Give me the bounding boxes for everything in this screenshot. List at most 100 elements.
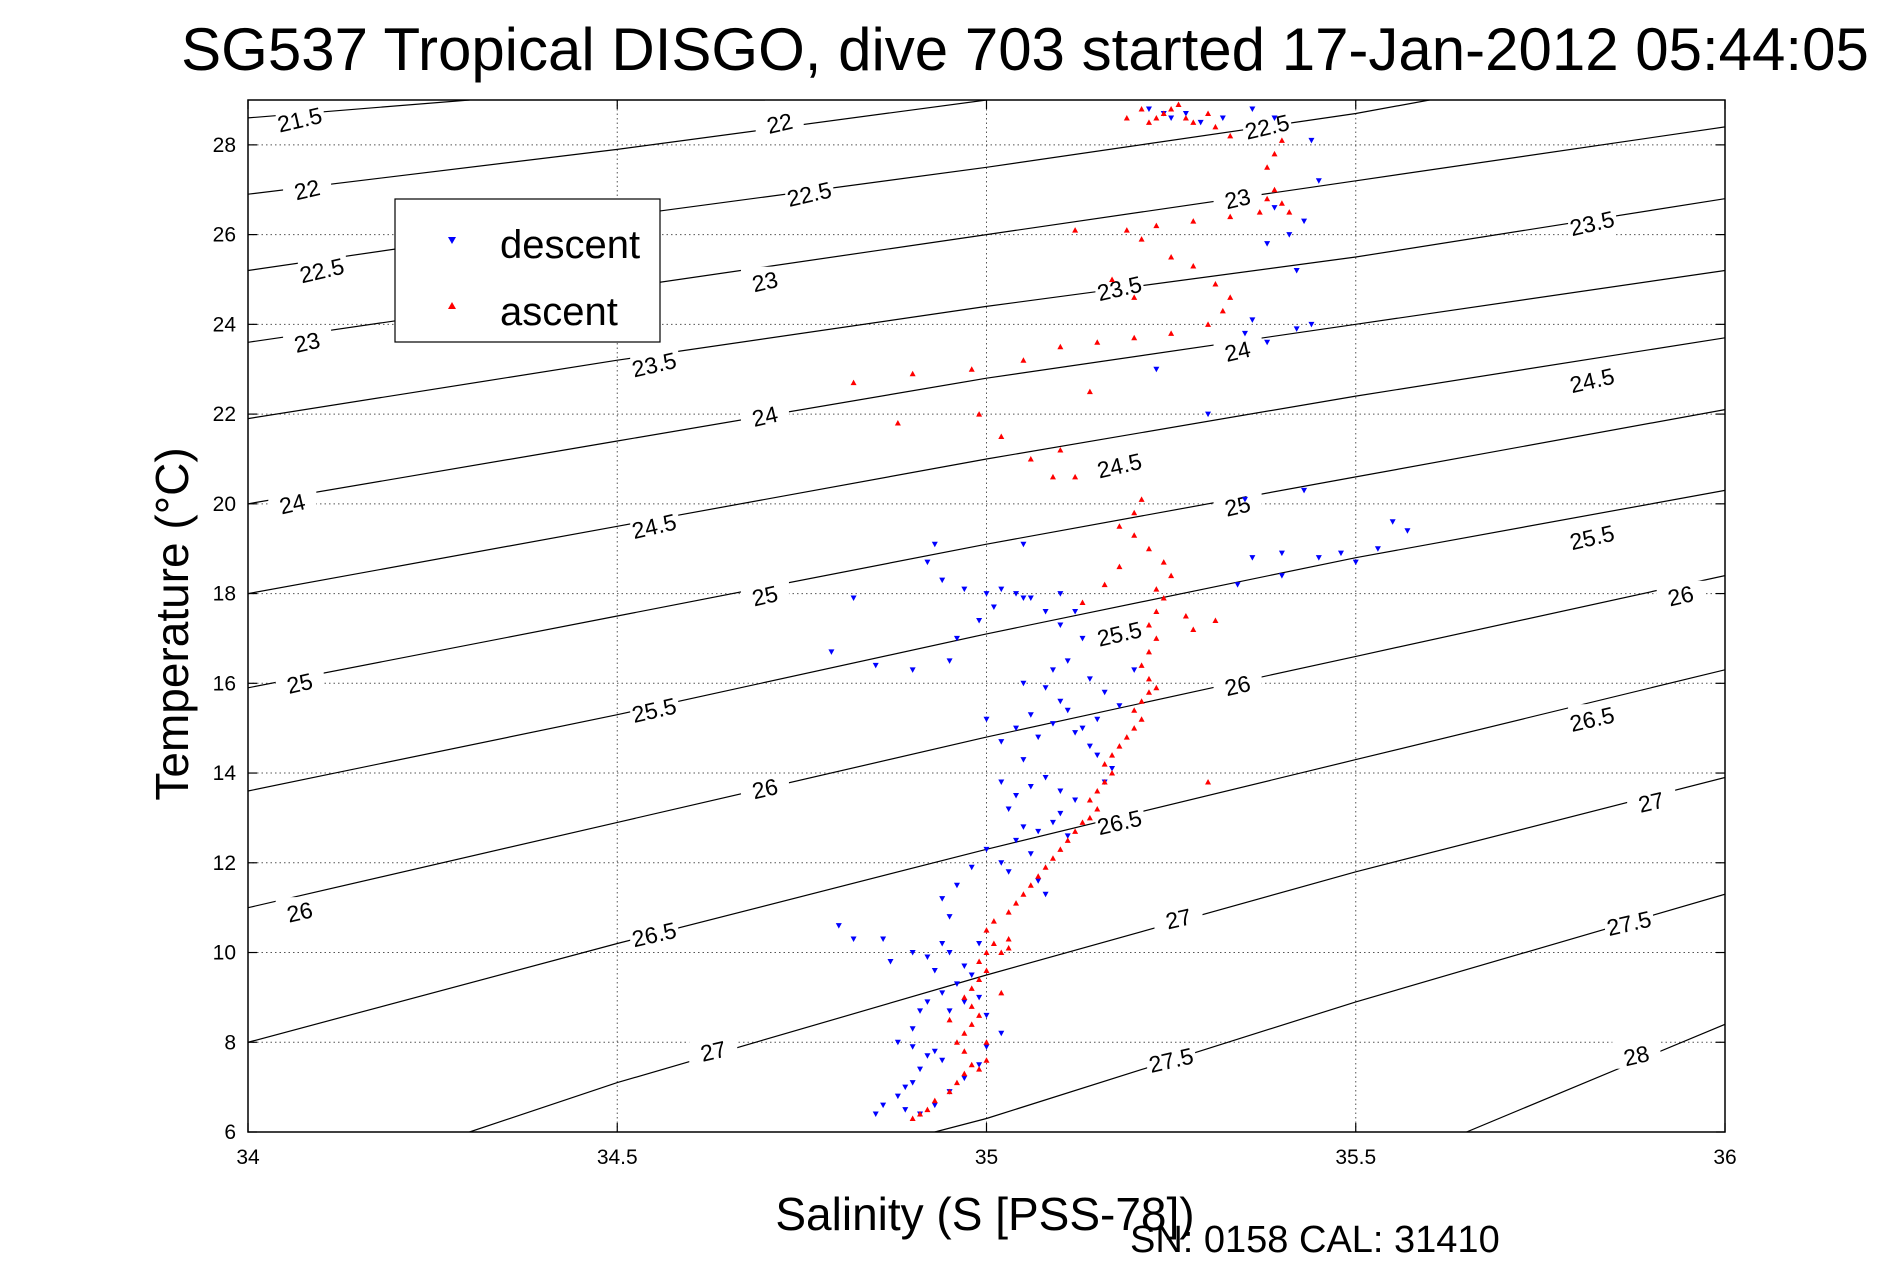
ascent-point bbox=[1205, 110, 1212, 116]
descent-point bbox=[1234, 582, 1241, 588]
descent-point bbox=[1057, 698, 1064, 705]
isopycnal-line bbox=[248, 489, 1725, 792]
ascent-point bbox=[1190, 119, 1197, 125]
y-tick-label: 8 bbox=[224, 1031, 236, 1054]
descent-point bbox=[909, 950, 916, 956]
ascent-point bbox=[924, 1106, 931, 1113]
ascent-point bbox=[1145, 648, 1152, 655]
ascent-point bbox=[1153, 684, 1160, 691]
descent-point bbox=[909, 1026, 916, 1032]
descent-point bbox=[1094, 716, 1101, 723]
descent-point bbox=[961, 999, 968, 1005]
descent-point bbox=[880, 936, 887, 943]
descent-point bbox=[1049, 819, 1056, 826]
ascent-point bbox=[976, 411, 983, 417]
isopycnal-label-bg bbox=[1147, 1045, 1196, 1074]
y-tick-label: 16 bbox=[213, 672, 236, 695]
descent-point bbox=[1308, 137, 1315, 144]
descent-point bbox=[998, 860, 1005, 866]
isopycnal-label: 26 bbox=[1665, 580, 1696, 611]
isopycnal-label-bg bbox=[740, 580, 789, 609]
ascent-point bbox=[1153, 608, 1160, 615]
descent-point bbox=[953, 635, 960, 642]
ascent-point bbox=[1271, 150, 1278, 157]
x-tick-label: 34.5 bbox=[597, 1146, 638, 1169]
ascent-point bbox=[909, 370, 916, 377]
ascent-point bbox=[1278, 200, 1285, 206]
ascent-point bbox=[1079, 819, 1086, 825]
descent-point bbox=[917, 1066, 924, 1073]
descent-point bbox=[909, 1080, 916, 1086]
descent-point bbox=[990, 604, 997, 611]
isopycnal-label-bg bbox=[785, 179, 834, 208]
ascent-point bbox=[1109, 752, 1116, 758]
descent-point bbox=[894, 1093, 901, 1100]
descent-point bbox=[909, 1044, 916, 1050]
isopycnal-label-bg bbox=[1095, 618, 1144, 647]
ascent-point bbox=[1116, 563, 1123, 570]
ascent-point bbox=[1278, 137, 1285, 143]
descent-point bbox=[1301, 487, 1308, 494]
isopycnal-label: 22 bbox=[292, 174, 323, 205]
descent-point bbox=[1064, 658, 1071, 664]
ascent-point bbox=[1131, 532, 1138, 538]
descent-point bbox=[931, 541, 938, 548]
isopycnal-label-bg bbox=[1095, 450, 1144, 479]
descent-point bbox=[1020, 595, 1027, 602]
ascent-point bbox=[1168, 105, 1175, 112]
descent-point bbox=[872, 1111, 879, 1118]
descent-point bbox=[1072, 797, 1079, 803]
ascent-point bbox=[976, 1066, 983, 1072]
descent-point bbox=[1027, 784, 1034, 790]
isopycnal-label-bg bbox=[1213, 491, 1262, 520]
isopycnal-label: 26 bbox=[1222, 670, 1253, 701]
ascent-point bbox=[1072, 473, 1079, 480]
isopycnal-label-bg bbox=[1612, 1040, 1661, 1069]
isopycnal-label-bg bbox=[630, 511, 679, 540]
isopycnal-label: 25 bbox=[1222, 491, 1253, 522]
ascent-point bbox=[894, 420, 901, 426]
descent-point bbox=[872, 662, 879, 669]
descent-point bbox=[1020, 541, 1027, 548]
ascent-point bbox=[998, 949, 1005, 956]
y-axis-ticks: 6 8 10 12 14 16 18 20 22 24 26 28 bbox=[213, 134, 1725, 1144]
descent-point bbox=[909, 667, 916, 673]
isopycnal-line bbox=[248, 100, 987, 195]
x-tick-label: 35 bbox=[975, 1146, 998, 1169]
descent-point bbox=[1042, 609, 1049, 615]
ascent-point bbox=[1057, 343, 1064, 350]
ascent-point bbox=[1138, 105, 1145, 112]
ascent-point bbox=[1005, 945, 1012, 951]
descent-point bbox=[939, 990, 946, 996]
ascent-point bbox=[1116, 743, 1123, 749]
descent-point bbox=[1116, 703, 1123, 709]
descent-point bbox=[1293, 326, 1300, 332]
descent-point bbox=[1035, 878, 1042, 884]
descent-point bbox=[1013, 837, 1020, 844]
ascent-point bbox=[1219, 307, 1226, 314]
ascent-point bbox=[983, 1039, 990, 1045]
descent-point bbox=[1315, 178, 1322, 184]
isopycnal-label: 25 bbox=[284, 668, 315, 699]
isopycnal-label-bg bbox=[740, 401, 789, 430]
isopycnal-label-bg bbox=[283, 327, 332, 356]
ascent-point bbox=[1123, 114, 1130, 121]
descent-point bbox=[1064, 707, 1071, 714]
descent-point bbox=[1057, 591, 1064, 597]
ascent-point bbox=[1145, 545, 1152, 552]
descent-point bbox=[1278, 573, 1285, 579]
descent-point bbox=[1271, 205, 1278, 211]
descent-point bbox=[1337, 550, 1344, 557]
ascent-point bbox=[1160, 595, 1167, 601]
ascent-point bbox=[917, 1111, 924, 1117]
descent-point bbox=[1049, 667, 1056, 673]
isopycnal-label-bg bbox=[755, 108, 804, 137]
descent-point bbox=[887, 958, 894, 965]
ascent-point bbox=[1027, 882, 1034, 888]
descent-point bbox=[902, 1107, 909, 1113]
ascent-point bbox=[850, 379, 857, 386]
isopycnal-label: 28 bbox=[1621, 1040, 1652, 1071]
isopycnal-label: 27 bbox=[1163, 903, 1194, 934]
descent-point bbox=[1079, 725, 1086, 732]
descent-point bbox=[1064, 833, 1071, 839]
